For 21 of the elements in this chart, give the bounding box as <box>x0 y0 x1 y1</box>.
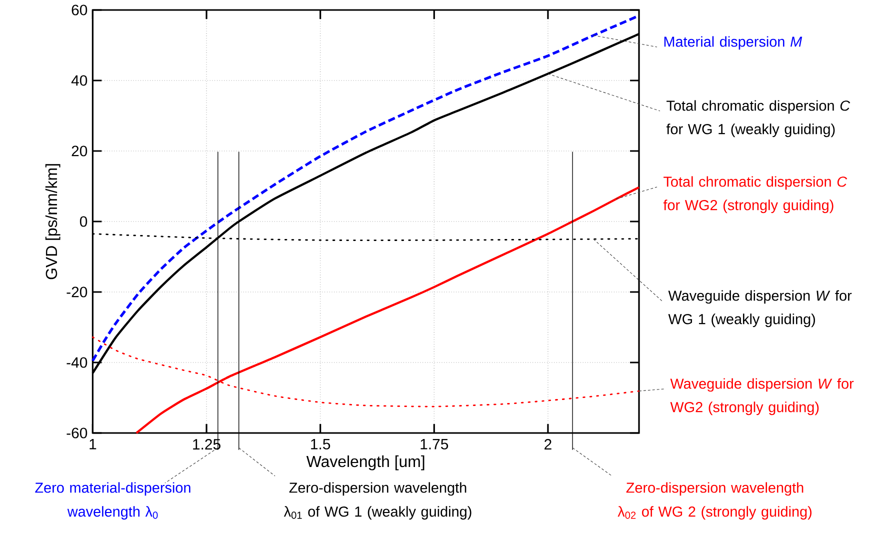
y-tick-label: 0 <box>80 216 88 227</box>
y-tick-label: -60 <box>66 428 88 438</box>
y-tick-label: 40 <box>71 75 88 86</box>
y-tick-label: 20 <box>72 146 88 156</box>
y-tick-label: -20 <box>66 286 88 298</box>
y-axis-title: GVD [ps/nm/km] <box>45 164 60 280</box>
x-tick-label: 1.5 <box>311 439 330 450</box>
series-label: Total chromatic dispersion C for WG2 (strongly guiding) <box>663 176 848 214</box>
text: Waveguide dispersion W for WG 1 (weakly guiding) <box>668 290 852 328</box>
text: Material dispersion M <box>664 36 802 50</box>
y-tick-label: -40 <box>66 357 88 368</box>
ref-line-label: Zero material-dispersion wavelength λ$_{0}$ <box>35 482 190 520</box>
x-axis-title: Wavelength [um] <box>306 455 424 470</box>
text: Total chromatic dispersion C for WG 1 (weakly guiding) <box>666 100 850 138</box>
ref-line-label: Zero-dispersion wavelength λ$_{02}$ of WG 2 (strongly guiding) <box>618 482 812 520</box>
x-tick-label: 2 <box>544 439 552 450</box>
text: Waveguide dispersion W for WG2 (strongly guiding) <box>670 378 854 416</box>
x-tick-label: 1 <box>90 439 96 450</box>
ref-line-label: Zero-dispersion wavelength λ$_{01}$ of WG 1 (weakly guiding) <box>284 482 472 520</box>
y-tick-label: 60 <box>72 4 88 16</box>
x-tick-label: 1.75 <box>420 439 448 450</box>
